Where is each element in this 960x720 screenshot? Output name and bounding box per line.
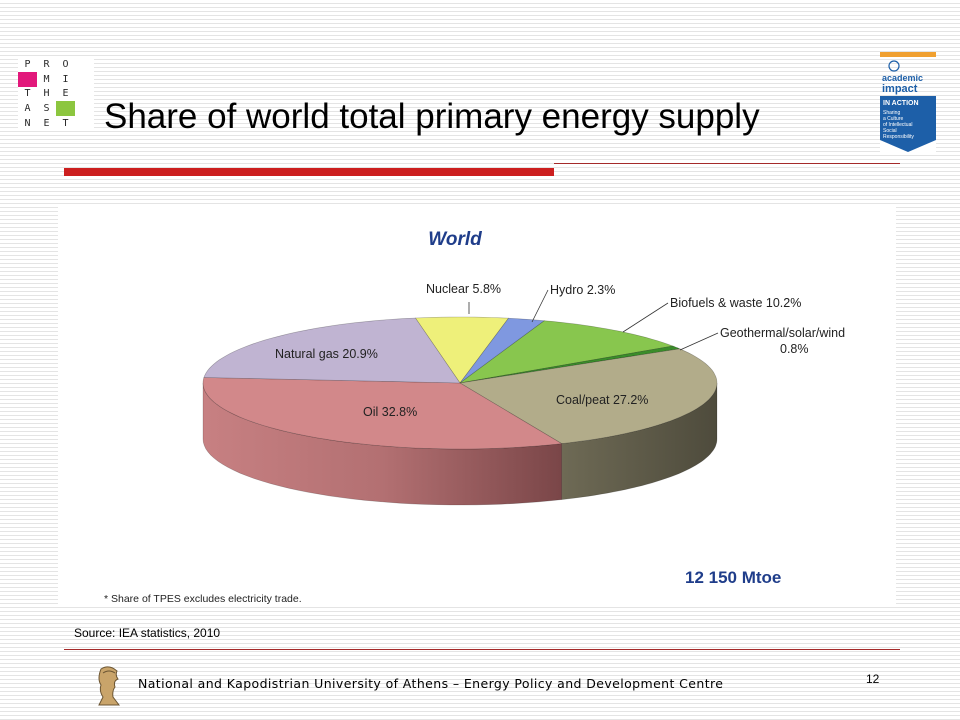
badge-impact: impact bbox=[882, 83, 918, 95]
slice-label-2: Biofuels & waste 10.2% bbox=[670, 296, 801, 310]
logo-cell: S bbox=[37, 101, 56, 117]
slice-label-1: Hydro 2.3% bbox=[550, 283, 615, 297]
logo-cell: I bbox=[56, 71, 75, 87]
slice-label-0: Nuclear 5.8% bbox=[426, 282, 501, 296]
badge-line: of Intellectual bbox=[883, 122, 912, 128]
slice-label-3: Geothermal/solar/wind 0.8% bbox=[720, 326, 845, 356]
footer-divider bbox=[64, 649, 900, 650]
slice-label-6: Natural gas 20.9% bbox=[275, 347, 378, 361]
logo-cell bbox=[75, 86, 94, 102]
chart-title: World bbox=[428, 229, 482, 250]
slice-label-4: Coal/peat 27.2% bbox=[556, 393, 648, 407]
logo-cell: O bbox=[56, 57, 75, 72]
pie-slice-2 bbox=[459, 320, 674, 384]
logo-cell bbox=[75, 71, 94, 87]
chart-panel: Nuclear 5.8% Hydro 2.3% Biofuels & waste 1… bbox=[58, 206, 896, 606]
badge-line: Responsibility bbox=[883, 134, 914, 140]
logo-cell bbox=[75, 101, 94, 117]
pie-slice-0 bbox=[414, 316, 510, 384]
pie-chart: Nuclear 5.8% Hydro 2.3% Biofuels & waste 1… bbox=[104, 229, 845, 605]
logo-cell bbox=[75, 116, 94, 131]
logo-cell: M bbox=[37, 71, 56, 87]
athena-head-logo bbox=[98, 666, 120, 706]
badge-academic: academic bbox=[882, 73, 923, 83]
logo-cell: N bbox=[18, 116, 37, 131]
pie-tops bbox=[202, 316, 718, 450]
slice-label-5: Oil 32.8% bbox=[363, 405, 417, 419]
logo-cell: T bbox=[56, 116, 75, 131]
pie-slice-6 bbox=[203, 317, 461, 384]
logo-cell: H bbox=[37, 86, 56, 102]
source-note: Source: IEA statistics, 2010 bbox=[74, 626, 221, 640]
logo-cell: E bbox=[37, 116, 56, 131]
logo-cell bbox=[56, 101, 75, 117]
pie-side-5 bbox=[202, 382, 562, 506]
logo-cell: P bbox=[18, 57, 37, 72]
logo-cell: T bbox=[18, 86, 37, 102]
slide-title: Share of world total primary energy supp… bbox=[104, 97, 760, 136]
chart-footnote: * Share of TPES excludes electricity tra… bbox=[104, 593, 302, 605]
pie-labels: Nuclear 5.8% Hydro 2.3% Biofuels & waste 1… bbox=[275, 282, 845, 419]
leader-line-2 bbox=[622, 302, 669, 333]
logo-cell: E bbox=[56, 86, 75, 102]
academic-impact-logo: academic impact IN ACTION Sharing a Cult… bbox=[880, 52, 936, 152]
pie-slice-1 bbox=[459, 317, 546, 384]
footer-text: National and Kapodistrian University of … bbox=[138, 676, 724, 691]
chart-total: 12 150 Mtoe bbox=[685, 568, 781, 587]
pie-slice-4 bbox=[459, 348, 718, 444]
badge-in-action: IN ACTION bbox=[883, 100, 919, 107]
logo-cell bbox=[75, 57, 94, 72]
page-number: 12 bbox=[866, 672, 880, 686]
badge-line: Social bbox=[883, 128, 897, 134]
logo-cell: R bbox=[37, 57, 56, 72]
logo-cell bbox=[18, 71, 37, 87]
logo-cell: A bbox=[18, 101, 37, 117]
title-underline-bar bbox=[64, 168, 554, 176]
badge-line: Sharing bbox=[883, 110, 900, 116]
badge-line: a Culture bbox=[883, 116, 904, 122]
leader-line-3 bbox=[679, 332, 719, 351]
leader-line-1 bbox=[531, 289, 549, 323]
pie-slice-3 bbox=[459, 345, 681, 384]
title-underline-line bbox=[554, 163, 900, 164]
pie-leader-lines bbox=[468, 289, 719, 351]
pie-slice-5 bbox=[202, 377, 563, 450]
